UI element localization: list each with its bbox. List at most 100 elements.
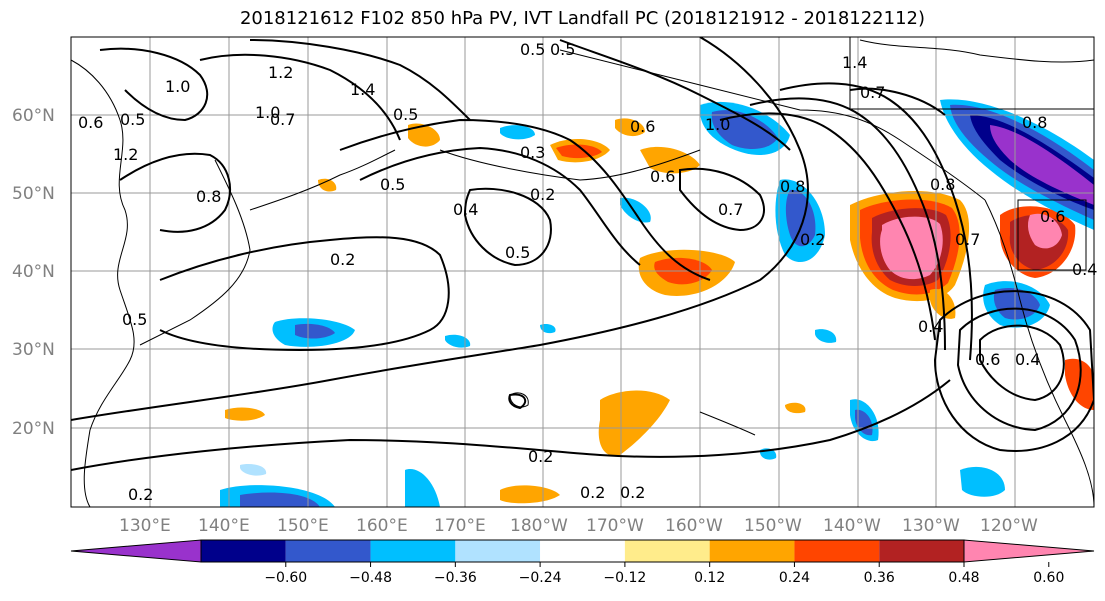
colorbar-extension-min [70,539,202,563]
contour-label: 0.6 [1040,207,1065,226]
pv-contour [199,53,401,141]
negative-anomaly-region [855,409,873,436]
contour-label: 0.5 [550,40,575,59]
landfall-box-small [1017,199,1087,271]
pv-contour [249,39,471,121]
colorbar-segment [285,540,371,562]
contour-label: 0.7 [955,230,980,249]
negative-anomaly-region [990,125,1094,205]
contour-label: 0.6 [630,117,655,136]
contour-label: 0.8 [1022,113,1047,132]
contour-label: 0.3 [520,143,545,162]
positive-anomaly-region [785,402,806,414]
lon-label: 150°W [744,516,802,536]
colorbar-tick-label: −0.48 [349,570,392,586]
colorbar-segment [540,540,625,562]
contour-label: 0.2 [580,483,605,502]
alaska-coastline [559,49,986,201]
lon-label: 130°E [119,516,171,536]
colorbar-tick-label: 0.12 [694,570,725,586]
colorbar-segment [709,540,795,562]
lat-label: 40°N [12,262,55,282]
lon-label: 170°E [434,516,486,536]
contour-label: 0.6 [650,167,675,186]
contour-label: 0.8 [780,177,805,196]
colorbar-tick-label: −0.60 [264,570,307,586]
map-title: 2018121612 F102 850 hPa PV, IVT Landfall… [239,8,926,29]
contour-label: 0.7 [860,83,885,102]
pv-contour [559,39,791,151]
negative-anomaly-region [960,466,1005,497]
negative-anomaly-region [711,110,778,150]
contour-label: 0.4 [453,200,478,219]
lon-label: 180°W [510,516,568,536]
negative-anomaly-region [785,189,816,247]
pv-contour [119,152,231,233]
pv-contour [339,118,711,281]
negative-anomaly-region [815,329,837,343]
positive-anomaly-region [598,390,670,456]
contour-label: 0.5 [122,310,147,329]
negative-anomaly-region [620,197,651,223]
contour-label: 1.0 [165,77,190,96]
latitude-labels: 60°N 50°N 40°N 30°N 20°N [12,106,55,439]
colorbar-tick-label: 0.60 [1033,570,1064,586]
positive-anomaly-region [318,178,337,192]
pv-contour [779,82,973,361]
pv-contour [679,167,765,232]
colorbar-tick-label: 0.48 [948,570,979,586]
pv-contour [159,236,450,352]
contour-label: 1.0 [705,115,730,134]
aleutian-coastline [439,149,701,181]
map-border [70,36,1095,508]
contour-label: 0.5 [393,105,418,124]
lon-label: 120°W [980,516,1038,536]
lon-label: 160°E [356,516,408,536]
positive-anomaly-region [500,485,560,504]
contour-label: 0.5 [520,40,545,59]
contour-label: 1.0 [255,103,280,122]
contour-label: 0.2 [330,250,355,269]
contour-label: 0.4 [1015,350,1040,369]
pv-contour [979,324,1065,402]
colorbar-segment [794,540,880,562]
lat-label: 50°N [12,184,55,204]
contour-label: 0.2 [530,185,555,204]
contour-label: 0.6 [975,350,1000,369]
colorbar-tick-label: 0.36 [864,570,895,586]
positive-anomaly-region [225,407,265,421]
hawaii-coastline [699,411,756,436]
north-america-coastline [984,199,1094,507]
negative-anomaly-region [993,287,1040,320]
lon-label: 150°E [277,516,329,536]
pv-contour [719,112,936,341]
shaded-anomalies [220,99,1094,507]
contour-label: 0.4 [1072,260,1097,279]
negative-anomaly-region [540,323,556,334]
contour-label: 0.6 [78,113,103,132]
contour-label: 0.8 [196,187,221,206]
lon-label: 140°W [823,516,881,536]
lon-label: 130°W [902,516,960,536]
lat-label: 20°N [12,419,55,439]
pv-contour [749,97,946,351]
colorbar-tick-label: −0.12 [603,570,646,586]
asia-coastline [71,59,135,507]
pv-contour [508,393,527,410]
colorbar-tick-label: 0.24 [779,570,810,586]
pv-contour [933,290,1094,452]
positive-anomaly-region [640,146,700,174]
pv-contour [463,187,552,267]
kuril-coastline [249,149,396,211]
island-coastline [509,392,529,408]
longitude-labels: 130°E 140°E 150°E 160°E 170°E 180°W 170°… [119,516,1038,536]
contour-label: 0.7 [270,110,295,129]
pv-contours [71,37,1094,471]
positive-anomaly-region [556,144,602,159]
pv-contour [956,307,1082,432]
colorbar-segment [624,540,710,562]
colorbar-segment [455,540,541,562]
lon-label: 170°W [586,516,644,536]
colorbar: −0.60 −0.48 −0.36 −0.24 −0.12 0.12 0.24 0.36 0.4… [70,539,1095,586]
